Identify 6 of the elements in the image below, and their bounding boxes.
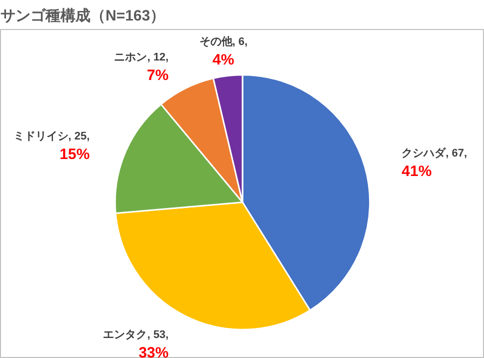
slice-label: エンタク, 53, 33% [103,329,169,358]
chart-title: サンゴ種構成（N=163） [0,8,166,24]
slice-label: ニホン, 12, 7% [114,51,169,84]
slice-label: その他, 6, 4% [199,35,248,69]
slice-label: クシハダ, 67, 41% [402,146,468,180]
slice-label: ミドリイシ, 25, 15% [13,130,90,164]
